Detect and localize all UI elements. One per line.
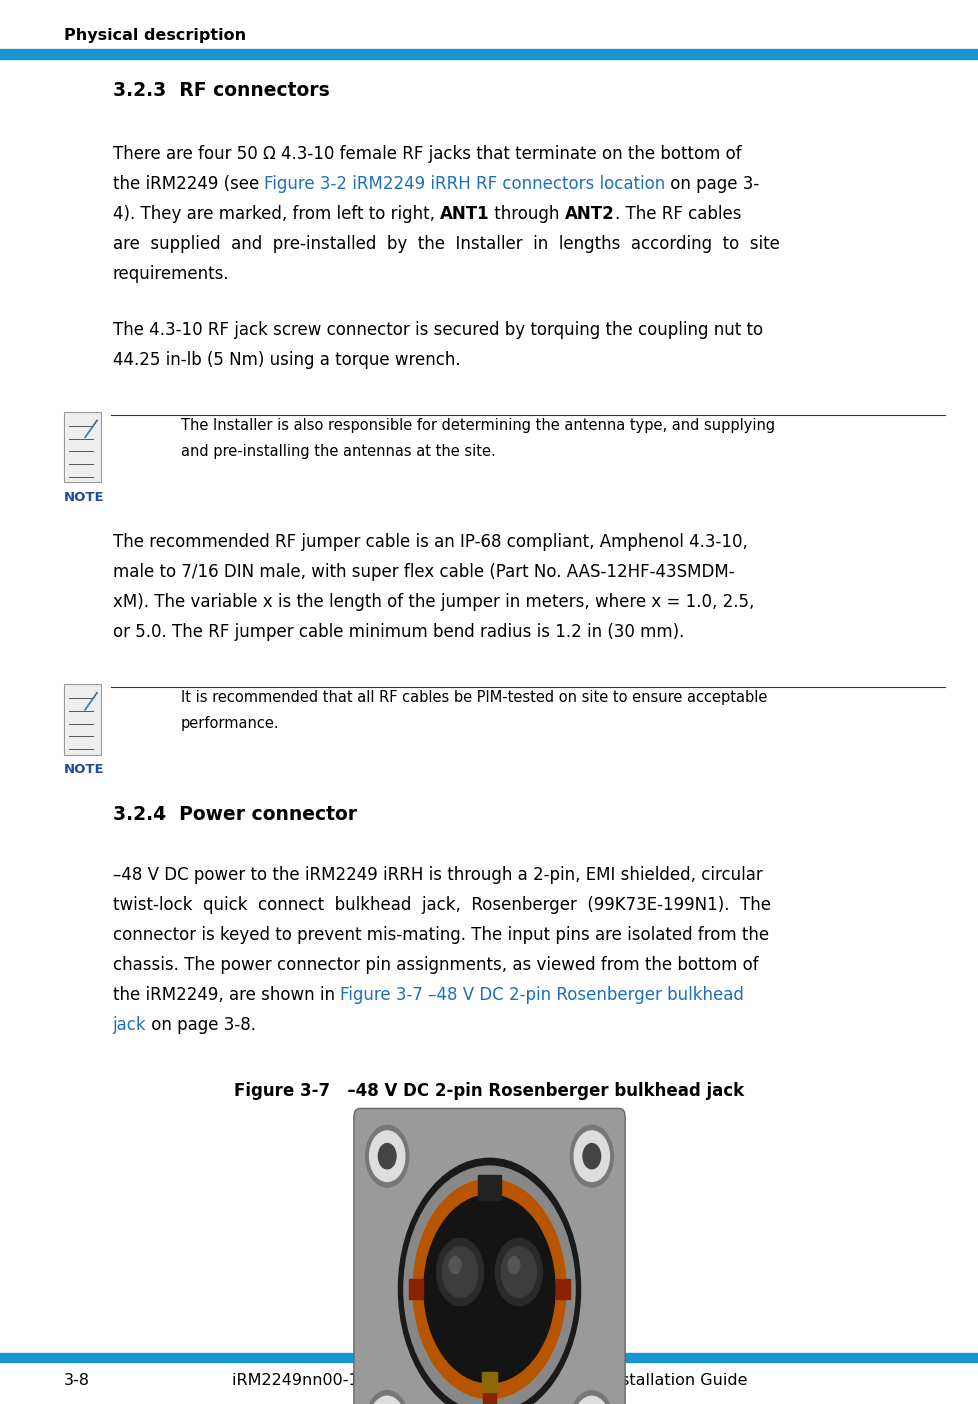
Text: requirements.: requirements. [112,265,229,284]
Text: Figure 3-7   –48 V DC 2-pin Rosenberger bulkhead jack: Figure 3-7 –48 V DC 2-pin Rosenberger bu… [234,1082,744,1099]
Text: 3.2.3  RF connectors: 3.2.3 RF connectors [112,81,329,101]
Bar [481,1372,497,1391]
Text: and pre-installing the antennas at the site.: and pre-installing the antennas at the s… [181,444,496,459]
Text: Physical description: Physical description [64,28,245,44]
Bar [556,1279,569,1299]
Circle shape [436,1238,483,1306]
Text: 3.2.4  Power connector: 3.2.4 Power connector [112,806,356,824]
Text: the iRM2249, are shown in: the iRM2249, are shown in [112,987,339,1004]
Circle shape [423,1195,555,1383]
Text: iRM2249nn00-1 iRRH Product Description and Installation Guide: iRM2249nn00-1 iRRH Product Description a… [232,1373,746,1389]
Text: –48 V DC power to the iRM2249 iRRH is through a 2-pin, EMI shielded, circular: –48 V DC power to the iRM2249 iRRH is th… [112,866,762,883]
Bar [477,1175,501,1200]
Text: -ve: -ve [511,1217,526,1228]
Text: or 5.0. The RF jumper cable minimum bend radius is 1.2 in (30 mm).: or 5.0. The RF jumper cable minimum bend… [112,623,684,642]
Circle shape [413,1179,565,1398]
Text: +ve: +ve [449,1217,470,1228]
Text: Figure 3-7 –48 V DC 2-pin Rosenberger bulkhead: Figure 3-7 –48 V DC 2-pin Rosenberger bu… [339,987,743,1004]
Text: There are four 50 Ω 4.3-10 female RF jacks that terminate on the bottom of: There are four 50 Ω 4.3-10 female RF jac… [112,145,740,163]
Text: performance.: performance. [181,716,280,731]
Bar [0,49,978,59]
Circle shape [404,1167,574,1404]
Bar [0,1353,978,1362]
Circle shape [369,1132,405,1182]
Circle shape [442,1247,477,1297]
Circle shape [573,1397,608,1404]
Text: male to 7/16 DIN male, with super flex cable (Part No. AAS-12HF-43SMDM-: male to 7/16 DIN male, with super flex c… [112,563,734,581]
Circle shape [501,1247,536,1297]
Text: on page 3-8.: on page 3-8. [146,1016,256,1035]
Text: 44.25 in-lb (5 Nm) using a torque wrench.: 44.25 in-lb (5 Nm) using a torque wrench… [112,351,460,369]
Circle shape [569,1126,612,1188]
Text: The 4.3-10 RF jack screw connector is secured by torquing the coupling nut to: The 4.3-10 RF jack screw connector is se… [112,322,762,338]
Circle shape [582,1144,600,1170]
Bar [64,685,101,755]
Text: 4). They are marked, from left to right,: 4). They are marked, from left to right, [112,205,439,223]
Circle shape [378,1144,395,1170]
Bar [64,413,101,483]
Text: through: through [489,205,564,223]
Text: xM). The variable x is the length of the jumper in meters, where x = 1.0, 2.5,: xM). The variable x is the length of the… [112,594,753,611]
Circle shape [365,1126,409,1188]
Text: are  supplied  and  pre-installed  by  the  Installer  in  lengths  according  t: are supplied and pre-installed by the In… [112,234,778,253]
Text: the iRM2249 (see: the iRM2249 (see [112,174,264,192]
Text: ANT2: ANT2 [564,205,614,223]
Text: . The RF cables: . The RF cables [614,205,740,223]
Text: twist-lock  quick  connect  bulkhead  jack,  Rosenberger  (99K73E-199N1).  The: twist-lock quick connect bulkhead jack, … [112,896,770,914]
Text: The recommended RF jumper cable is an IP-68 compliant, Amphenol 4.3-10,: The recommended RF jumper cable is an IP… [112,534,746,550]
Text: Figure 3-2 iRM2249 iRRH RF connectors location: Figure 3-2 iRM2249 iRRH RF connectors lo… [264,174,665,192]
Circle shape [398,1158,580,1404]
Circle shape [369,1397,405,1404]
Text: 3-8: 3-8 [64,1373,90,1389]
Text: It is recommended that all RF cables be PIM-tested on site to ensure acceptable: It is recommended that all RF cables be … [181,691,767,705]
Text: connector is keyed to prevent mis-mating. The input pins are isolated from the: connector is keyed to prevent mis-mating… [112,927,768,943]
Text: 0V: 0V [452,1324,471,1338]
Text: - 48V: - 48V [488,1324,529,1338]
Circle shape [508,1257,519,1273]
Circle shape [449,1257,461,1273]
Bar [409,1279,422,1299]
Circle shape [495,1238,542,1306]
Text: chassis. The power connector pin assignments, as viewed from the bottom of: chassis. The power connector pin assignm… [112,956,757,974]
Text: NOTE: NOTE [64,491,104,504]
Text: NOTE: NOTE [64,764,104,776]
Circle shape [365,1391,409,1404]
Bar [482,1384,496,1404]
Circle shape [573,1132,608,1182]
Text: on page 3-: on page 3- [665,174,759,192]
FancyBboxPatch shape [353,1109,625,1404]
Circle shape [569,1391,612,1404]
Text: The Installer is also responsible for determining the antenna type, and supplyin: The Installer is also responsible for de… [181,418,775,432]
Text: ANT1: ANT1 [439,205,489,223]
Text: jack: jack [112,1016,146,1035]
